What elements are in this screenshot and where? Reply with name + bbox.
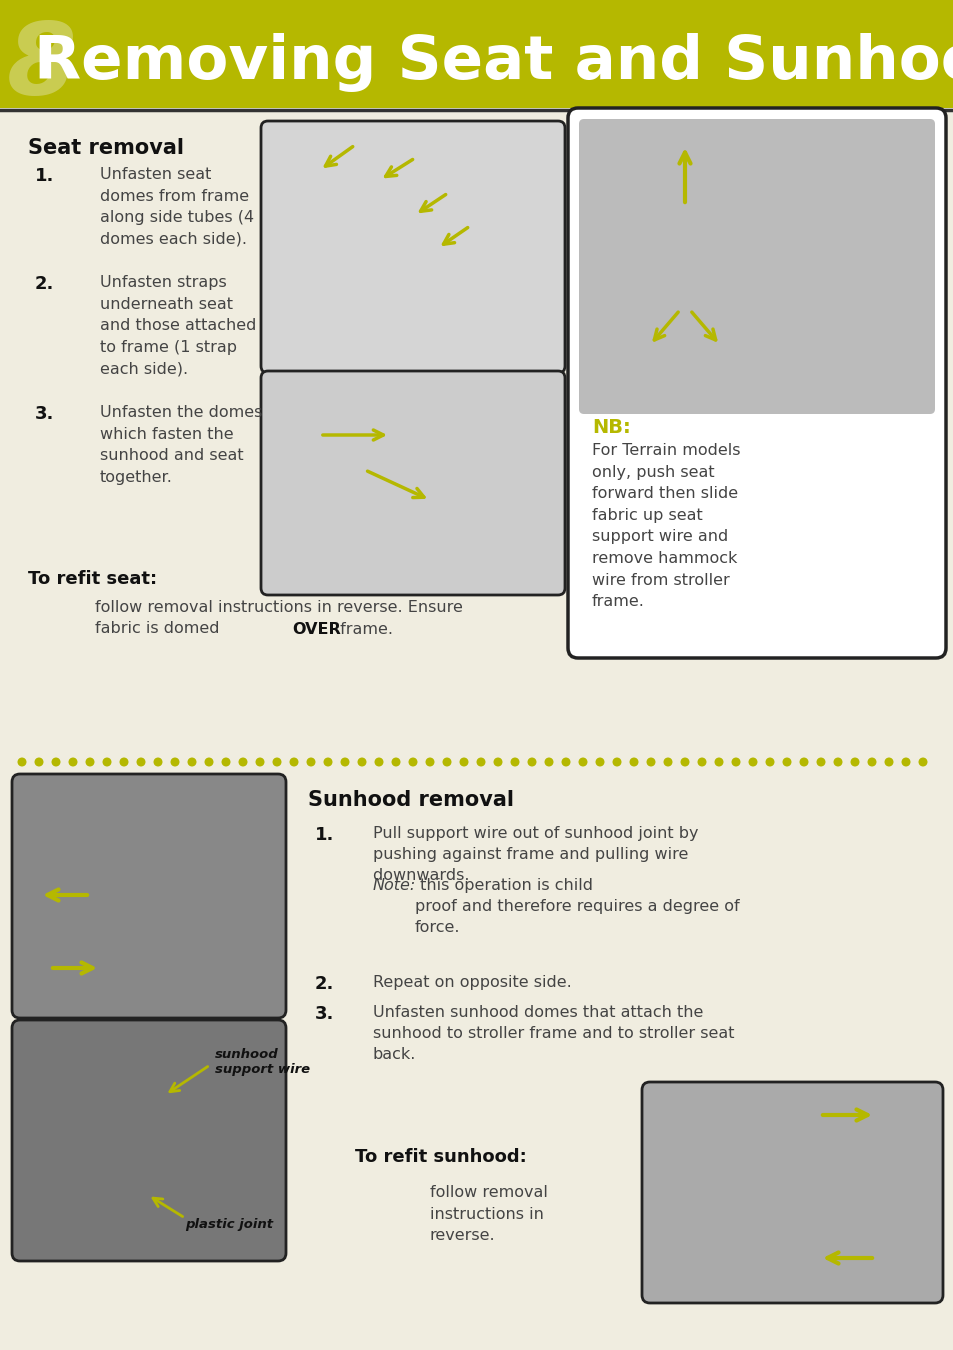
Circle shape	[120, 759, 128, 765]
Circle shape	[70, 759, 77, 765]
Circle shape	[833, 759, 841, 765]
Text: Unfasten the domes
which fasten the
sunhood and seat
together.: Unfasten the domes which fasten the sunh…	[100, 405, 262, 485]
Circle shape	[256, 759, 264, 765]
FancyBboxPatch shape	[0, 0, 953, 108]
FancyBboxPatch shape	[261, 371, 564, 595]
Circle shape	[273, 759, 280, 765]
Circle shape	[748, 759, 756, 765]
Text: For Terrain models
only, push seat
forward then slide
fabric up seat
support wir: For Terrain models only, push seat forwa…	[592, 443, 740, 609]
Text: Unfasten seat
domes from frame
along side tubes (4
domes each side).: Unfasten seat domes from frame along sid…	[100, 167, 253, 247]
Text: follow removal instructions in reverse. Ensure
fabric is domed: follow removal instructions in reverse. …	[95, 599, 462, 636]
Circle shape	[357, 759, 365, 765]
Circle shape	[782, 759, 790, 765]
Text: NB:: NB:	[592, 418, 630, 437]
Circle shape	[307, 759, 314, 765]
Circle shape	[171, 759, 178, 765]
Circle shape	[680, 759, 688, 765]
Text: frame.: frame.	[335, 622, 393, 637]
Text: To refit sunhood:: To refit sunhood:	[355, 1148, 526, 1166]
Circle shape	[902, 759, 909, 765]
Text: Unfasten sunhood domes that attach the
sunhood to stroller frame and to stroller: Unfasten sunhood domes that attach the s…	[373, 1004, 734, 1062]
Circle shape	[765, 759, 773, 765]
Circle shape	[544, 759, 552, 765]
Circle shape	[511, 759, 518, 765]
Text: this operation is child
proof and therefore requires a degree of
force.: this operation is child proof and theref…	[415, 878, 739, 936]
Circle shape	[476, 759, 484, 765]
Text: 8: 8	[8, 19, 77, 116]
Circle shape	[205, 759, 213, 765]
Text: OVER: OVER	[292, 622, 340, 637]
FancyBboxPatch shape	[641, 1081, 942, 1303]
Circle shape	[324, 759, 332, 765]
Text: Seat removal: Seat removal	[28, 138, 184, 158]
Circle shape	[732, 759, 739, 765]
FancyBboxPatch shape	[261, 122, 564, 373]
FancyBboxPatch shape	[12, 1021, 286, 1261]
Text: sunhood
support wire: sunhood support wire	[214, 1048, 310, 1076]
Circle shape	[103, 759, 111, 765]
Circle shape	[596, 759, 603, 765]
Circle shape	[409, 759, 416, 765]
Text: 1.: 1.	[35, 167, 54, 185]
Text: Sunhood removal: Sunhood removal	[308, 790, 514, 810]
Circle shape	[86, 759, 93, 765]
Circle shape	[494, 759, 501, 765]
Circle shape	[867, 759, 875, 765]
Text: Pull support wire out of sunhood joint by
pushing against frame and pulling wire: Pull support wire out of sunhood joint b…	[373, 826, 698, 883]
Circle shape	[188, 759, 195, 765]
Text: follow removal
instructions in
reverse.: follow removal instructions in reverse.	[430, 1185, 547, 1243]
Circle shape	[443, 759, 451, 765]
Circle shape	[426, 759, 434, 765]
Circle shape	[919, 759, 925, 765]
Circle shape	[375, 759, 382, 765]
Text: 3.: 3.	[35, 405, 54, 423]
Circle shape	[392, 759, 399, 765]
Circle shape	[137, 759, 145, 765]
FancyBboxPatch shape	[578, 119, 934, 414]
Circle shape	[850, 759, 858, 765]
Circle shape	[817, 759, 824, 765]
Circle shape	[613, 759, 620, 765]
Circle shape	[698, 759, 705, 765]
Circle shape	[18, 759, 26, 765]
Text: 1.: 1.	[314, 826, 334, 844]
Circle shape	[663, 759, 671, 765]
Circle shape	[630, 759, 638, 765]
Circle shape	[290, 759, 297, 765]
Text: Note:: Note:	[373, 878, 416, 892]
Circle shape	[800, 759, 807, 765]
Circle shape	[35, 759, 43, 765]
Text: To refit seat:: To refit seat:	[28, 570, 157, 589]
Text: 2.: 2.	[314, 975, 334, 994]
Circle shape	[239, 759, 247, 765]
FancyBboxPatch shape	[12, 774, 286, 1018]
Circle shape	[459, 759, 467, 765]
Text: Repeat on opposite side.: Repeat on opposite side.	[373, 975, 571, 990]
Circle shape	[528, 759, 536, 765]
Text: Removing Seat and Sunhood: Removing Seat and Sunhood	[33, 32, 953, 92]
Text: plastic joint: plastic joint	[185, 1218, 273, 1231]
Circle shape	[884, 759, 892, 765]
FancyBboxPatch shape	[567, 108, 945, 657]
Circle shape	[715, 759, 722, 765]
Text: 3.: 3.	[314, 1004, 334, 1023]
Text: 2.: 2.	[35, 275, 54, 293]
Circle shape	[154, 759, 162, 765]
Circle shape	[52, 759, 60, 765]
Circle shape	[341, 759, 349, 765]
Text: Unfasten straps
underneath seat
and those attached
to frame (1 strap
each side).: Unfasten straps underneath seat and thos…	[100, 275, 256, 377]
Circle shape	[646, 759, 654, 765]
Circle shape	[578, 759, 586, 765]
Circle shape	[561, 759, 569, 765]
Circle shape	[222, 759, 230, 765]
